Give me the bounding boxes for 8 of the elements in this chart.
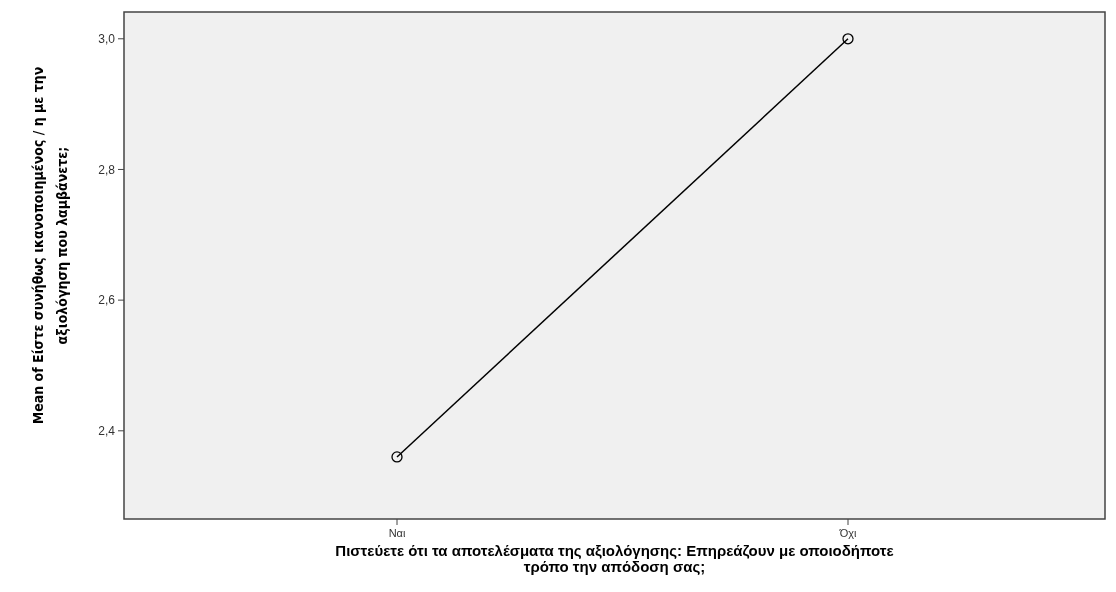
y-tick-label: 2,6 [98, 293, 116, 308]
y-tick-label: 2,8 [98, 162, 116, 177]
y-tick-label: 3,0 [98, 31, 116, 46]
y-tick-label: 2,4 [98, 424, 116, 438]
x-axis-title: Πιστεύετε ότι τα αποτελέσματα της αξιολόγησης: Επηρεάζουν με οποιοδήποτε τρόπο την απόδοση σας; [335, 542, 894, 575]
x-tick-label: Ναι [388, 527, 406, 539]
y-axis-title: Mean of Είστε συνήθως ικανοποιημένος / η με την αξιολόγηση που λαμβάνετε; [30, 66, 70, 425]
x-tick-label: Όχι [838, 527, 857, 539]
